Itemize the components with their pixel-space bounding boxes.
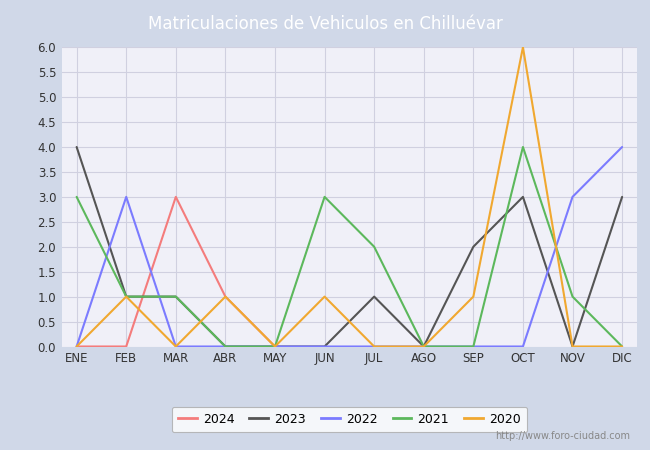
2022 xyxy=(618,144,626,150)
2021 xyxy=(618,344,626,349)
Legend: 2024, 2023, 2022, 2021, 2020: 2024, 2023, 2022, 2021, 2020 xyxy=(172,407,527,432)
2024 xyxy=(122,344,130,349)
2022 xyxy=(469,344,477,349)
2024 xyxy=(73,344,81,349)
2024 xyxy=(222,294,229,299)
2020 xyxy=(222,294,229,299)
2021 xyxy=(222,344,229,349)
2020 xyxy=(618,344,626,349)
2020 xyxy=(469,294,477,299)
2023 xyxy=(420,344,428,349)
2020 xyxy=(271,344,279,349)
Text: Matriculaciones de Vehiculos en Chilluévar: Matriculaciones de Vehiculos en Chilluév… xyxy=(148,15,502,33)
2022 xyxy=(172,344,179,349)
2023 xyxy=(222,344,229,349)
2021 xyxy=(271,344,279,349)
2022 xyxy=(370,344,378,349)
Line: 2021: 2021 xyxy=(77,147,622,346)
2020 xyxy=(569,344,577,349)
2023 xyxy=(122,294,130,299)
2023 xyxy=(469,244,477,249)
2021 xyxy=(320,194,328,200)
2022 xyxy=(420,344,428,349)
2020 xyxy=(320,294,328,299)
2020 xyxy=(122,294,130,299)
2022 xyxy=(519,344,527,349)
2020 xyxy=(73,344,81,349)
Line: 2020: 2020 xyxy=(77,47,622,346)
2020 xyxy=(370,344,378,349)
2021 xyxy=(420,344,428,349)
2024 xyxy=(172,194,179,200)
2022 xyxy=(73,344,81,349)
2023 xyxy=(73,144,81,150)
2023 xyxy=(320,344,328,349)
2022 xyxy=(122,194,130,200)
2021 xyxy=(519,144,527,150)
Text: http://www.foro-ciudad.com: http://www.foro-ciudad.com xyxy=(495,431,630,441)
2021 xyxy=(569,294,577,299)
2020 xyxy=(420,344,428,349)
2021 xyxy=(370,244,378,249)
2023 xyxy=(569,344,577,349)
2023 xyxy=(271,344,279,349)
2022 xyxy=(222,344,229,349)
2024 xyxy=(271,344,279,349)
2022 xyxy=(320,344,328,349)
2021 xyxy=(73,194,81,200)
2020 xyxy=(519,45,527,50)
2022 xyxy=(271,344,279,349)
2023 xyxy=(172,294,179,299)
Line: 2022: 2022 xyxy=(77,147,622,346)
Line: 2024: 2024 xyxy=(77,197,275,346)
2022 xyxy=(569,194,577,200)
2023 xyxy=(618,194,626,200)
2020 xyxy=(172,344,179,349)
Line: 2023: 2023 xyxy=(77,147,622,346)
2021 xyxy=(172,294,179,299)
2023 xyxy=(519,194,527,200)
2021 xyxy=(122,294,130,299)
2023 xyxy=(370,294,378,299)
2021 xyxy=(469,344,477,349)
